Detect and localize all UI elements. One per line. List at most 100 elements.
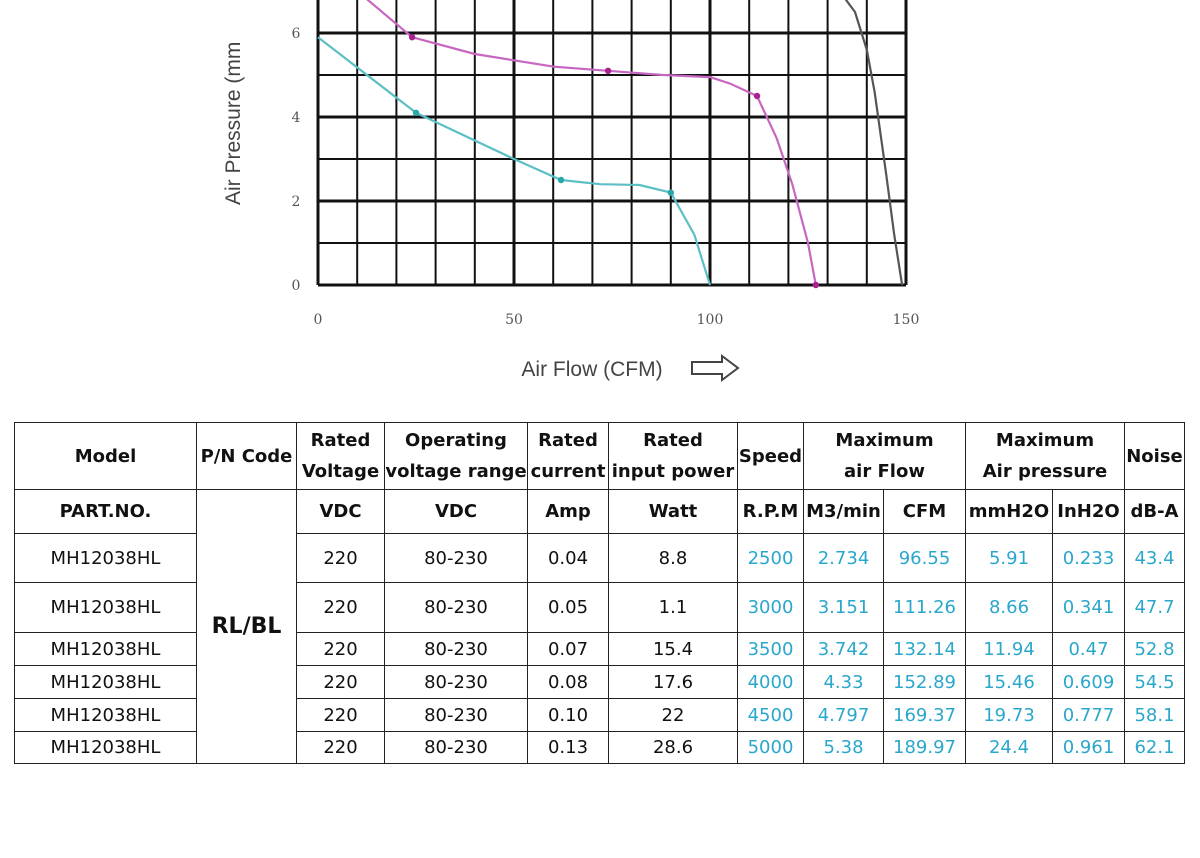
unit-rpm: R.P.M: [737, 489, 804, 534]
cell-range: 80-230: [384, 698, 528, 732]
series-point: [604, 67, 612, 75]
header-row: Model P/N Code Rated Voltage Operating v…: [14, 422, 1185, 490]
header-max-pressure-line1: Maximum: [995, 430, 1095, 451]
unit-dba: dB-A: [1124, 489, 1185, 534]
cell-range: 80-230: [384, 632, 528, 666]
cell-inh2o: 0.961: [1052, 731, 1125, 764]
header-speed: Speed: [737, 422, 804, 490]
header-rated-current-line2: current: [530, 461, 606, 482]
header-max-pressure: Maximum Air pressure: [965, 422, 1125, 490]
cell-power: 22: [608, 698, 738, 732]
cell-model: MH12038HL: [14, 533, 197, 583]
x-tick-label: 0: [314, 312, 323, 328]
unit-vdc-rated: VDC: [296, 489, 385, 534]
chart-ticks: 0 50 100 150 0 2 4 6: [292, 26, 920, 328]
table-row: MH12038HL 220 80-230 0.07 15.4 3500 3.74…: [14, 632, 1185, 666]
cell-noise: 58.1: [1124, 698, 1185, 732]
cell-range: 80-230: [384, 731, 528, 764]
cell-noise: 62.1: [1124, 731, 1185, 764]
series-point: [412, 109, 420, 117]
cell-current: 0.10: [527, 698, 609, 732]
cell-voltage: 220: [296, 665, 385, 699]
table-row: MH12038HL 220 80-230 0.04 8.8 2500 2.734…: [14, 533, 1185, 583]
cell-m3min: 4.33: [803, 665, 884, 699]
header-max-pressure-line2: Air pressure: [982, 461, 1108, 482]
y-tick-label: 4: [292, 110, 301, 126]
cell-rpm: 4500: [737, 698, 804, 732]
units-row: PART.NO. RL/BL VDC VDC Amp Watt R.P.M M3…: [14, 489, 1185, 764]
x-axis-label: Air Flow (CFM): [521, 358, 662, 381]
cell-power: 15.4: [608, 632, 738, 666]
cell-cfm: 111.26: [883, 582, 966, 633]
cell-range: 80-230: [384, 533, 528, 583]
table-row: MH12038HL 220 80-230 0.05 1.1 3000 3.151…: [14, 582, 1185, 633]
cell-model: MH12038HL: [14, 731, 197, 764]
cell-power: 28.6: [608, 731, 738, 764]
header-operating-range-line1: Operating: [405, 430, 507, 451]
cell-inh2o: 0.233: [1052, 533, 1125, 583]
header-rated-voltage: Rated Voltage: [296, 422, 385, 490]
unit-amp: Amp: [527, 489, 609, 534]
cell-current: 0.13: [527, 731, 609, 764]
cell-m3min: 3.151: [803, 582, 884, 633]
cell-current: 0.07: [527, 632, 609, 666]
cell-model: MH12038HL: [14, 582, 197, 633]
cell-cfm: 169.37: [883, 698, 966, 732]
table-row: MH12038HL 220 80-230 0.10 22 4500 4.797 …: [14, 698, 1185, 732]
cell-inh2o: 0.47: [1052, 632, 1125, 666]
cell-rpm: 3000: [737, 582, 804, 633]
fan-spec-table: Model P/N Code Rated Voltage Operating v…: [14, 422, 1185, 764]
x-tick-label: 150: [893, 312, 920, 328]
chart-grid: [316, 0, 908, 287]
cell-mmh2o: 19.73: [965, 698, 1053, 732]
cell-m3min: 2.734: [803, 533, 884, 583]
cell-m3min: 3.742: [803, 632, 884, 666]
x-tick-label: 50: [505, 312, 523, 328]
cell-inh2o: 0.777: [1052, 698, 1125, 732]
cell-power: 8.8: [608, 533, 738, 583]
y-tick-label: 0: [292, 278, 301, 294]
cell-voltage: 220: [296, 582, 385, 633]
cell-model: MH12038HL: [14, 632, 197, 666]
air-flow-pressure-chart: 0 50 100 150 0 2 4 6 Air Pressure (mm Air Flow …: [222, 0, 920, 382]
header-operating-range-line2: voltage range: [385, 461, 527, 482]
y-tick-label: 6: [292, 26, 301, 42]
unit-mmh2o: mmH2O: [965, 489, 1053, 534]
header-rated-voltage-line2: Voltage: [301, 461, 380, 482]
header-max-airflow-line2: air Flow: [844, 461, 925, 482]
series-line-2: [366, 0, 817, 286]
unit-cfm: CFM: [883, 489, 966, 534]
table-row: MH12038HL 220 80-230 0.08 17.6 4000 4.33…: [14, 665, 1185, 699]
cell-voltage: 220: [296, 698, 385, 732]
cell-model: MH12038HL: [14, 665, 197, 699]
header-max-airflow: Maximum air Flow: [803, 422, 966, 490]
cell-cfm: 189.97: [883, 731, 966, 764]
cell-mmh2o: 8.66: [965, 582, 1053, 633]
cell-mmh2o: 11.94: [965, 632, 1053, 666]
cell-cfm: 152.89: [883, 665, 966, 699]
cell-model: MH12038HL: [14, 698, 197, 732]
header-model: Model: [14, 422, 197, 490]
cell-noise: 54.5: [1124, 665, 1185, 699]
cell-m3min: 5.38: [803, 731, 884, 764]
header-rated-current: Rated current: [527, 422, 609, 490]
cell-current: 0.08: [527, 665, 609, 699]
cell-voltage: 220: [296, 533, 385, 583]
unit-watt: Watt: [608, 489, 738, 534]
y-tick-label: 2: [292, 194, 301, 210]
cell-rpm: 4000: [737, 665, 804, 699]
series-point: [408, 34, 416, 41]
header-rated-power-line1: Rated: [643, 430, 703, 451]
x-tick-label: 100: [697, 312, 724, 328]
pn-code-value: RL/BL: [196, 489, 297, 764]
cell-rpm: 5000: [737, 731, 804, 764]
cell-rpm: 3500: [737, 632, 804, 666]
header-rated-current-line1: Rated: [538, 430, 598, 451]
table-row: MH12038HL 220 80-230 0.13 28.6 5000 5.38…: [14, 731, 1185, 764]
cell-inh2o: 0.609: [1052, 665, 1125, 699]
unit-vdc-range: VDC: [384, 489, 528, 534]
cell-mmh2o: 24.4: [965, 731, 1053, 764]
header-rated-power: Rated input power: [608, 422, 738, 490]
series-point: [557, 176, 565, 184]
cell-current: 0.04: [527, 533, 609, 583]
